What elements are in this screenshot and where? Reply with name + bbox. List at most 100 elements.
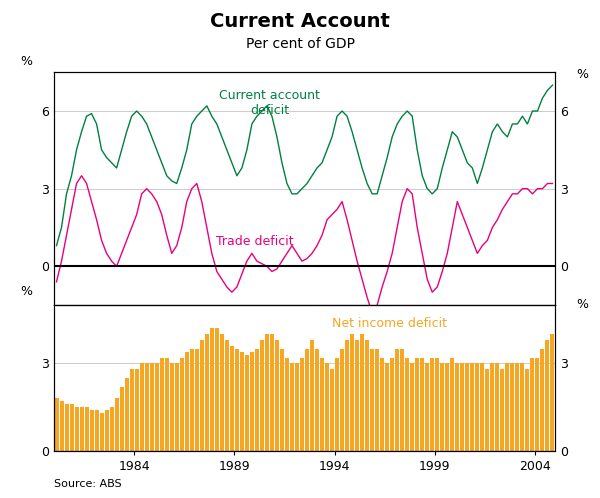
Bar [450,358,454,451]
Bar [170,364,174,451]
Bar [160,358,164,451]
Bar [335,358,339,451]
Text: Source: ABS: Source: ABS [54,479,122,489]
Bar [360,334,364,451]
Bar [115,398,119,451]
Y-axis label: %: % [577,68,589,81]
Bar [225,340,229,451]
Bar [420,358,424,451]
Bar [400,349,404,451]
Bar [240,352,244,451]
Bar [250,352,254,451]
Bar [500,369,505,451]
Bar [535,358,539,451]
Bar [245,355,249,451]
Bar [200,340,204,451]
Text: Net income deficit: Net income deficit [332,317,447,330]
Bar [125,378,128,451]
Bar [380,358,384,451]
Bar [530,358,535,451]
Bar [110,407,113,451]
Bar [119,386,124,451]
Bar [59,401,64,451]
Bar [470,364,475,451]
Bar [445,364,449,451]
Bar [310,340,314,451]
Bar [80,407,83,451]
Bar [410,364,414,451]
Bar [280,349,284,451]
Bar [275,340,279,451]
Bar [460,364,464,451]
Bar [330,369,334,451]
Bar [85,407,89,451]
Bar [165,358,169,451]
Bar [375,349,379,451]
Bar [511,364,514,451]
Y-axis label: %: % [577,298,589,311]
Bar [485,369,490,451]
Bar [95,410,98,451]
Bar [325,364,329,451]
Bar [320,358,324,451]
Bar [315,349,319,451]
Bar [270,334,274,451]
Text: Current Account: Current Account [210,12,390,31]
Bar [195,349,199,451]
Bar [370,349,374,451]
Bar [390,358,394,451]
Y-axis label: %: % [20,285,32,298]
Bar [230,346,234,451]
Bar [155,364,159,451]
Bar [505,364,509,451]
Bar [235,349,239,451]
Bar [435,358,439,451]
Bar [285,358,289,451]
Bar [185,352,189,451]
Bar [175,364,179,451]
Bar [520,364,524,451]
Bar [190,349,194,451]
Bar [340,349,344,451]
Bar [466,364,469,451]
Bar [180,358,184,451]
Bar [496,364,499,451]
Bar [89,410,94,451]
Bar [550,334,554,451]
Bar [100,413,104,451]
Bar [130,369,134,451]
Bar [220,334,224,451]
Bar [134,369,139,451]
Bar [350,334,354,451]
Bar [425,364,429,451]
Bar [65,404,68,451]
Bar [305,349,309,451]
Bar [545,340,550,451]
Text: Per cent of GDP: Per cent of GDP [245,37,355,51]
Bar [74,407,79,451]
Y-axis label: %: % [20,55,32,68]
Bar [455,364,460,451]
Bar [295,364,299,451]
Bar [140,364,143,451]
Bar [415,358,419,451]
Bar [345,340,349,451]
Bar [145,364,149,451]
Bar [215,328,219,451]
Text: Trade deficit: Trade deficit [215,235,293,248]
Bar [290,364,294,451]
Bar [149,364,154,451]
Bar [210,328,214,451]
Bar [405,358,409,451]
Bar [260,340,264,451]
Bar [205,334,209,451]
Bar [55,398,59,451]
Bar [70,404,74,451]
Bar [526,369,529,451]
Bar [300,358,304,451]
Bar [515,364,520,451]
Bar [355,340,359,451]
Bar [490,364,494,451]
Bar [481,364,484,451]
Bar [440,364,444,451]
